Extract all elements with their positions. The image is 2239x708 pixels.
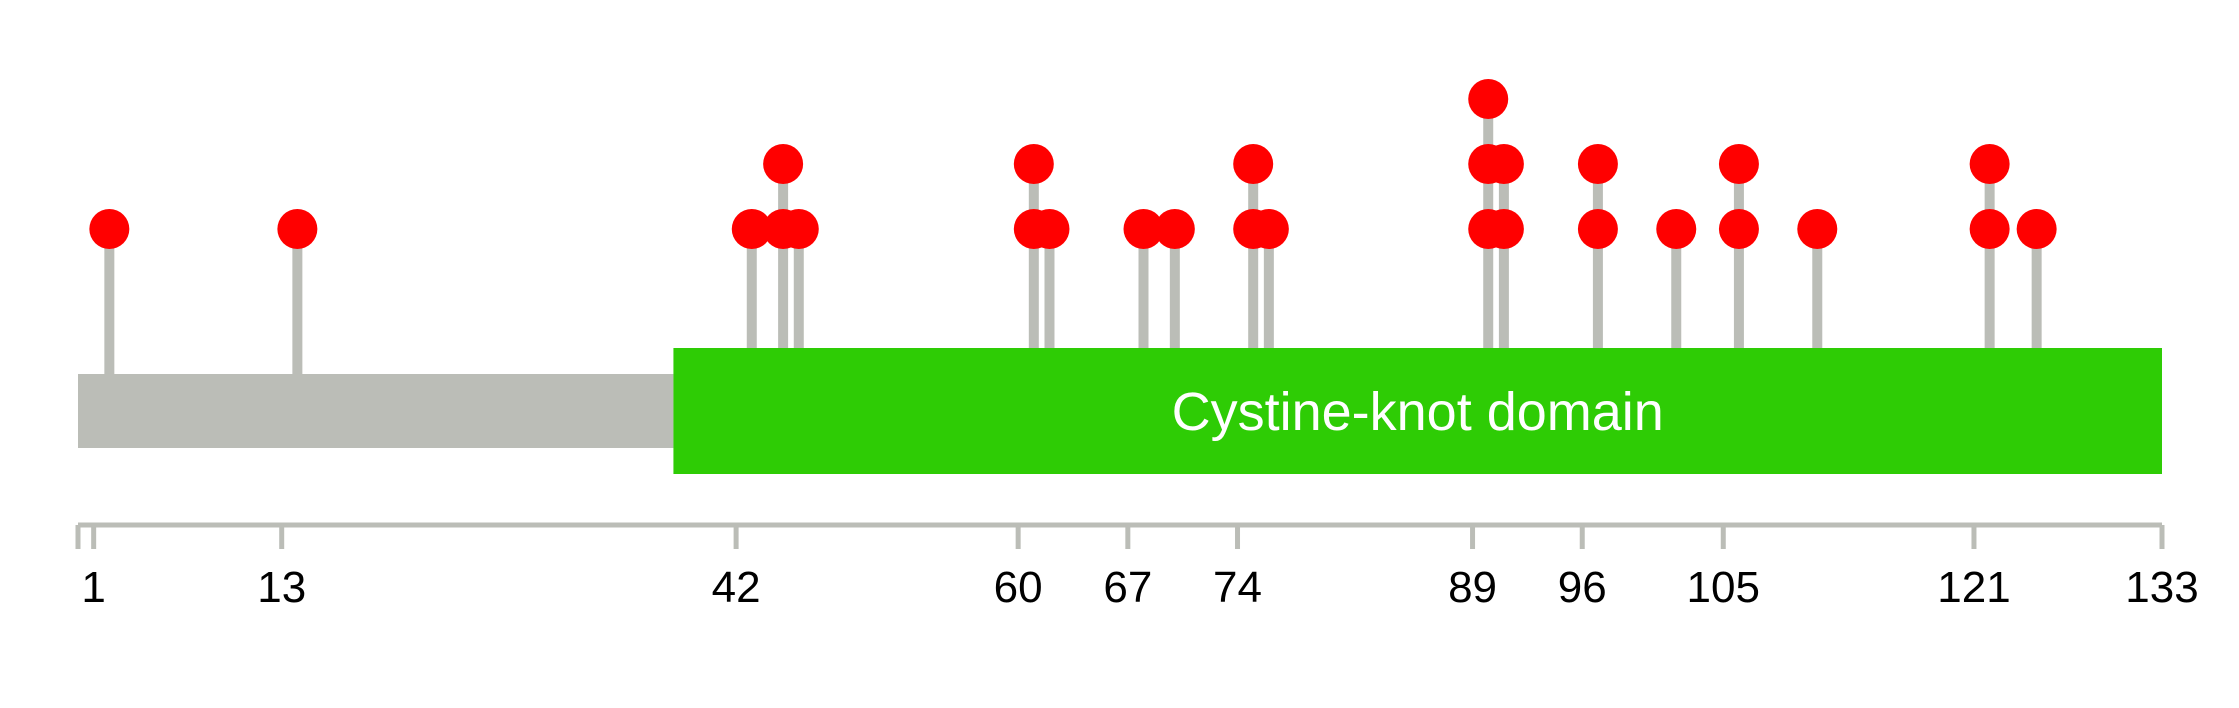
mutation-marker[interactable]	[1577, 209, 1618, 249]
mutation-marker[interactable]	[1154, 209, 1195, 249]
domain-layer: Cystine-knot domain	[673, 348, 2162, 474]
mutation-marker[interactable]	[1969, 209, 2010, 249]
mutation-marker[interactable]	[1483, 144, 1524, 184]
mutation-marker[interactable]	[2016, 209, 2057, 249]
mutation-marker[interactable]	[89, 209, 130, 249]
tick-label: 105	[1687, 563, 1760, 612]
mutation-marker[interactable]	[1577, 144, 1618, 184]
mutation-marker[interactable]	[778, 209, 819, 249]
mutation-marker[interactable]	[1013, 144, 1054, 184]
mutation-marker[interactable]	[1797, 209, 1838, 249]
tick-label: 96	[1558, 563, 1607, 612]
mutation-marker[interactable]	[1656, 209, 1697, 249]
tick-label: 89	[1448, 563, 1497, 612]
mutation-marker[interactable]	[763, 144, 804, 184]
tick-label: 1	[81, 563, 105, 612]
tick-label: 121	[1937, 563, 2010, 612]
mutation-marker[interactable]	[1029, 209, 1070, 249]
tick-label: 13	[257, 563, 306, 612]
tick-label: 42	[712, 563, 761, 612]
mutation-marker[interactable]	[1483, 209, 1524, 249]
mutation-marker[interactable]	[1248, 209, 1289, 249]
tick-label: 74	[1213, 563, 1262, 612]
domain-label: Cystine-knot domain	[1172, 382, 1664, 442]
mutation-marker[interactable]	[1718, 209, 1759, 249]
mutation-marker[interactable]	[1123, 209, 1164, 249]
mutation-marker[interactable]	[1969, 144, 2010, 184]
domain-box-0	[673, 348, 2162, 474]
protein-backbone	[78, 374, 674, 448]
mutation-marker[interactable]	[1233, 144, 1274, 184]
mutation-marker[interactable]	[1718, 144, 1759, 184]
tick-label: 67	[1103, 563, 1152, 612]
tick-label: 60	[994, 563, 1043, 612]
mutation-marker[interactable]	[277, 209, 318, 249]
mutation-markers	[89, 79, 2057, 249]
mutation-marker[interactable]	[731, 209, 772, 249]
position-axis: 1 13 42 60 67 74 89 96 105 121 133	[75, 522, 2199, 612]
mutation-marker[interactable]	[1468, 79, 1509, 119]
tick-label: 133	[2125, 563, 2198, 612]
